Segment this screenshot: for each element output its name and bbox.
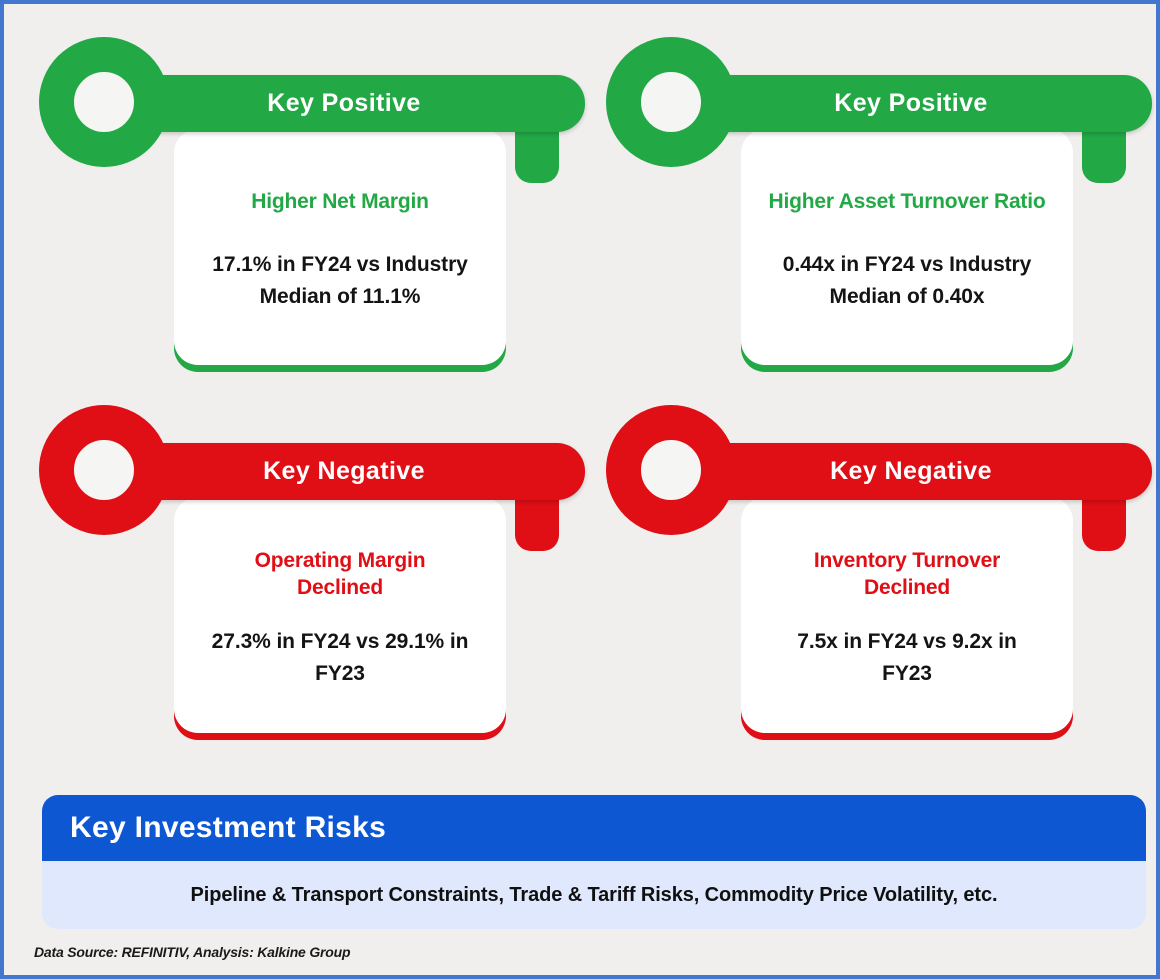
card-title: Higher Net Margin — [251, 190, 429, 214]
summary-card: Higher Asset Turnover Ratio 0.44x in FY2… — [741, 129, 1073, 365]
card-detail: 0.44x in FY24 vs Industry Median of 0.40… — [782, 252, 1032, 309]
key-label: Key Positive — [267, 89, 421, 117]
summary-card: Operating Margin Declined 27.3% in FY24 … — [174, 497, 506, 733]
key-negative-2: Inventory Turnover Declined 7.5x in FY24… — [606, 405, 1156, 750]
risks-list-text: Pipeline & Transport Constraints, Trade … — [190, 883, 998, 906]
key-negative-1: Operating Margin Declined 27.3% in FY24 … — [39, 405, 589, 750]
key-positive-2: Higher Asset Turnover Ratio 0.44x in FY2… — [606, 37, 1156, 382]
key-head-icon — [606, 405, 736, 535]
card-title: Operating Margin Declined — [254, 549, 426, 600]
key-label: Key Negative — [263, 457, 425, 485]
key-head-icon — [606, 37, 736, 167]
key-bar: Key Positive — [670, 75, 1152, 132]
summary-card: Higher Net Margin 17.1% in FY24 vs Indus… — [174, 129, 506, 365]
risks-panel: Pipeline & Transport Constraints, Trade … — [42, 861, 1146, 929]
card-title: Inventory Turnover Declined — [813, 549, 1001, 600]
risks-header: Key Investment Risks — [42, 795, 1146, 861]
key-head-icon — [39, 405, 169, 535]
key-head-icon — [39, 37, 169, 167]
risks-section-title: Key Investment Risks — [70, 811, 387, 844]
key-positive-1: Higher Net Margin 17.1% in FY24 vs Indus… — [39, 37, 589, 382]
card-detail: 17.1% in FY24 vs Industry Median of 11.1… — [212, 252, 468, 309]
key-label: Key Positive — [834, 89, 988, 117]
key-label: Key Negative — [830, 457, 992, 485]
summary-card: Inventory Turnover Declined 7.5x in FY24… — [741, 497, 1073, 733]
key-bar: Key Positive — [103, 75, 585, 132]
key-bar: Key Negative — [670, 443, 1152, 500]
card-title: Higher Asset Turnover Ratio — [768, 190, 1046, 214]
card-detail: 7.5x in FY24 vs 9.2x in FY23 — [797, 629, 1017, 686]
risks-section: Key Investment Risks Pipeline & Transpor… — [42, 795, 1146, 929]
key-bar: Key Negative — [103, 443, 585, 500]
card-detail: 27.3% in FY24 vs 29.1% in FY23 — [211, 629, 469, 686]
data-source-note: Data Source: REFINITIV, Analysis: Kalkin… — [34, 944, 351, 960]
